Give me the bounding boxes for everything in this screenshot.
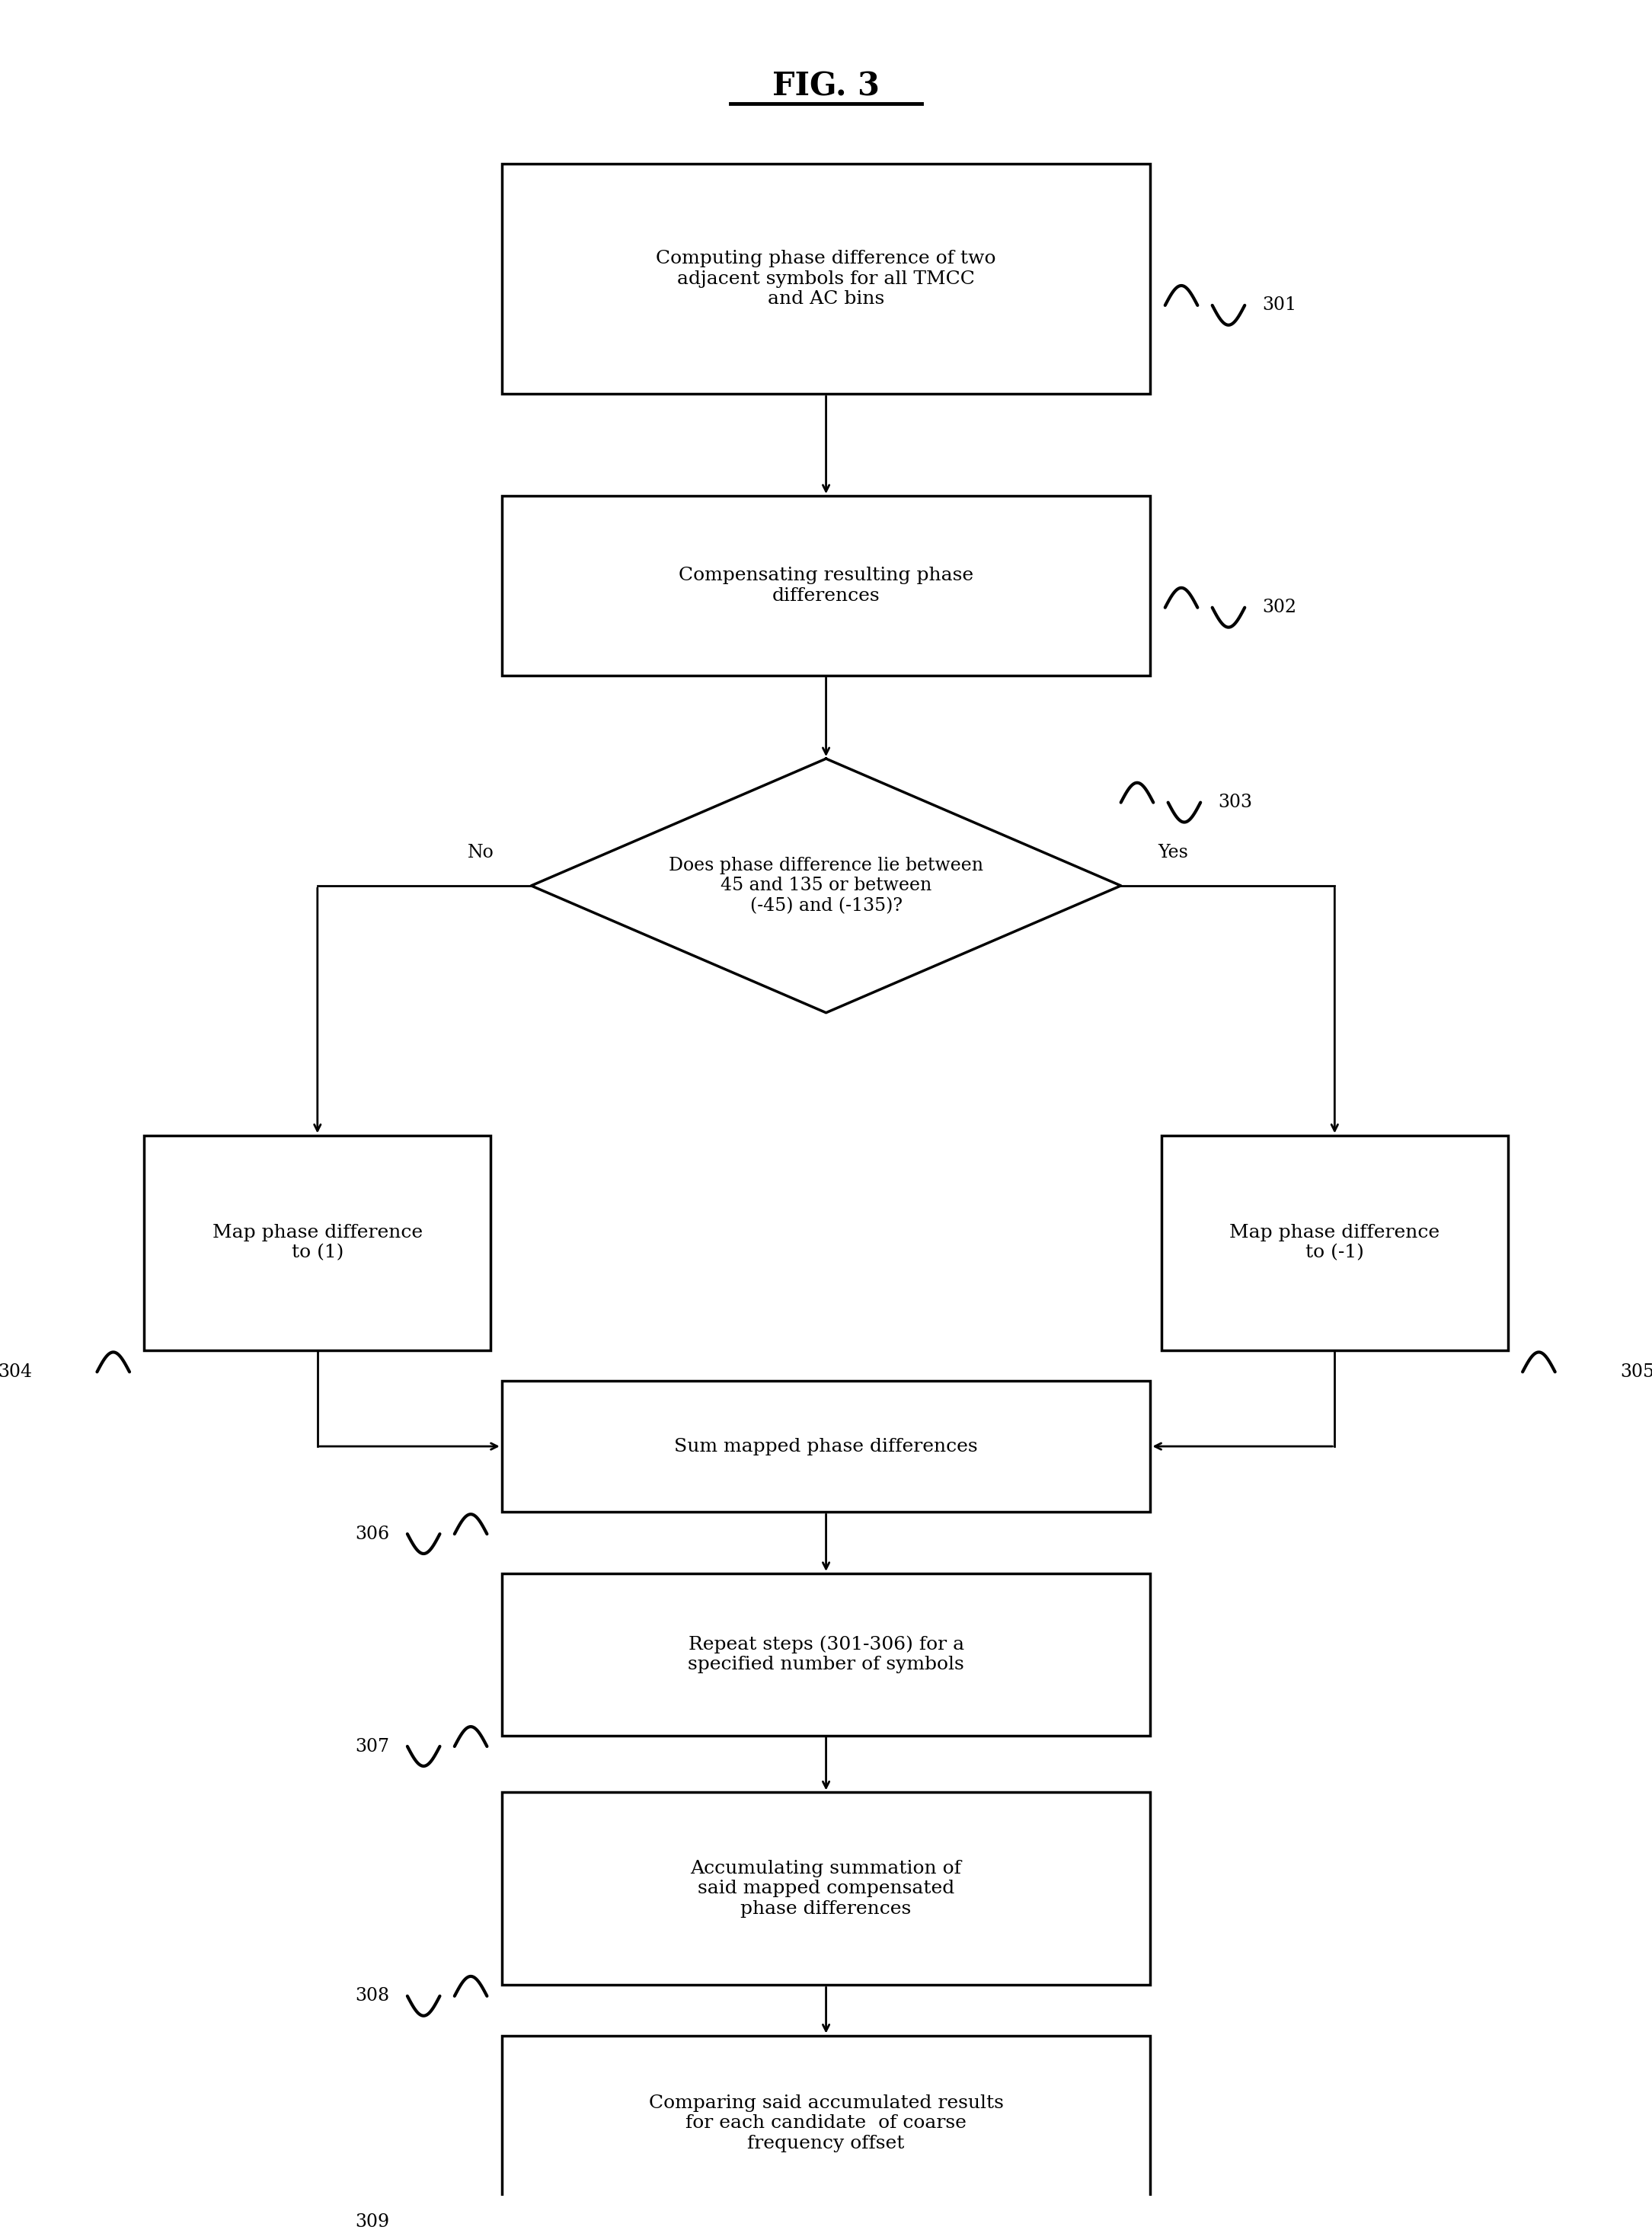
Text: 309: 309	[355, 2212, 390, 2230]
Text: 301: 301	[1262, 297, 1297, 314]
Text: 304: 304	[0, 1363, 31, 1380]
Text: 305: 305	[1621, 1363, 1652, 1380]
Text: Compensating resulting phase
differences: Compensating resulting phase differences	[679, 566, 973, 604]
Bar	[502, 495, 1150, 676]
Text: Map phase difference
to (1): Map phase difference to (1)	[213, 1224, 423, 1262]
Bar	[502, 165, 1150, 395]
Text: Computing phase difference of two
adjacent symbols for all TMCC
and AC bins: Computing phase difference of two adjace…	[656, 250, 996, 308]
Text: 308: 308	[355, 1987, 390, 2005]
Bar	[502, 1793, 1150, 1985]
Bar	[502, 1380, 1150, 1512]
Text: No: No	[468, 845, 494, 861]
Text: Repeat steps (301-306) for a
specified number of symbols: Repeat steps (301-306) for a specified n…	[687, 1635, 965, 1672]
Text: Accumulating summation of
said mapped compensated
phase differences: Accumulating summation of said mapped co…	[691, 1860, 961, 1918]
Text: FIG. 3: FIG. 3	[773, 71, 881, 103]
Bar	[502, 1574, 1150, 1735]
Text: Yes: Yes	[1158, 845, 1188, 861]
Text: 302: 302	[1262, 600, 1297, 615]
Text: Does phase difference lie between
45 and 135 or between
(-45) and (-135)?: Does phase difference lie between 45 and…	[669, 856, 983, 914]
Text: Sum mapped phase differences: Sum mapped phase differences	[674, 1438, 978, 1456]
Bar	[144, 1135, 491, 1349]
Text: 303: 303	[1218, 794, 1252, 812]
Bar	[1161, 1135, 1508, 1349]
Text: 306: 306	[355, 1525, 390, 1543]
Text: 307: 307	[355, 1737, 390, 1755]
Bar	[502, 2036, 1150, 2210]
Text: Comparing said accumulated results
for each candidate  of coarse
frequency offse: Comparing said accumulated results for e…	[649, 2094, 1003, 2152]
Text: Map phase difference
to (-1): Map phase difference to (-1)	[1229, 1224, 1441, 1262]
